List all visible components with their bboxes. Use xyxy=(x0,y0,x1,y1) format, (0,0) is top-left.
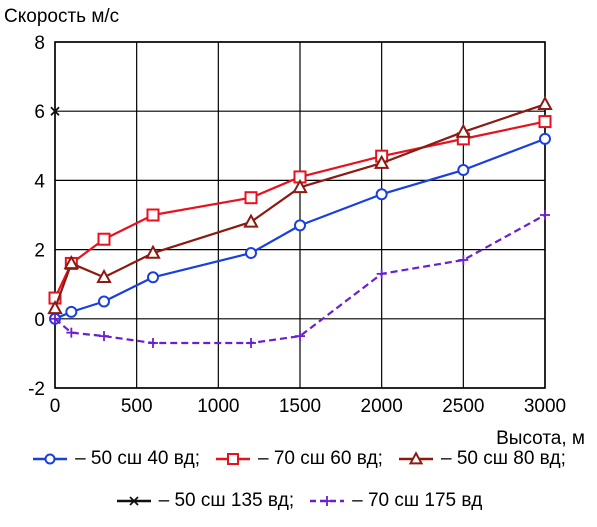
data-point xyxy=(128,496,139,506)
data-point xyxy=(538,115,552,129)
legend-label: – 70 сш 60 вд; xyxy=(258,448,383,469)
legend-swatch xyxy=(33,453,68,465)
x-tick-label: 2000 xyxy=(361,396,403,417)
legend-swatch xyxy=(216,453,251,465)
data-point xyxy=(99,331,109,342)
legend-swatch xyxy=(398,451,433,465)
data-point xyxy=(145,244,161,259)
data-point xyxy=(148,338,158,349)
legend-label: – 50 сш 40 вд; xyxy=(75,448,201,469)
data-point xyxy=(455,123,472,138)
legend-entry: – 70 сш 60 вд; xyxy=(214,448,383,470)
data-point xyxy=(227,453,240,465)
data-point xyxy=(376,268,387,279)
data-point xyxy=(146,208,160,222)
legend-label: – 50 сш 135 вд; xyxy=(158,490,295,511)
chart-title: Скорость м/с xyxy=(4,6,119,27)
data-point xyxy=(50,313,60,324)
data-point xyxy=(322,496,333,506)
y-tick-label: 2 xyxy=(34,241,45,262)
data-point xyxy=(66,327,77,338)
legend-label: – 50 сш 80 вд; xyxy=(440,448,566,469)
y-tick-label: 6 xyxy=(34,102,45,123)
x-tick-label: 500 xyxy=(121,396,153,417)
x-tick-label: 2500 xyxy=(442,396,484,417)
data-point xyxy=(98,295,110,308)
data-point xyxy=(539,132,551,145)
legend-swatch xyxy=(310,496,345,506)
data-point xyxy=(44,453,56,465)
data-point xyxy=(245,247,257,260)
legend-swatch xyxy=(116,496,151,506)
data-point xyxy=(97,232,111,246)
data-point xyxy=(96,268,112,284)
data-point xyxy=(47,300,63,315)
data-point xyxy=(243,213,259,228)
data-point xyxy=(246,338,256,349)
data-point xyxy=(373,154,390,169)
legend-entry: – 50 сш 135 вд; xyxy=(115,490,295,512)
series-5 xyxy=(50,210,550,349)
data-point xyxy=(63,255,80,270)
data-point xyxy=(457,164,470,177)
y-tick-label: 0 xyxy=(34,310,45,331)
x-tick-label: 1500 xyxy=(279,396,321,417)
data-point xyxy=(408,451,424,465)
y-tick-label: 4 xyxy=(34,171,45,192)
data-point xyxy=(65,305,78,318)
data-point xyxy=(537,95,553,111)
data-point xyxy=(50,106,60,116)
x-tick-label: 1000 xyxy=(197,396,239,417)
legend-entry: – 70 сш 175 вд xyxy=(308,490,482,512)
y-tick-label: 8 xyxy=(34,33,45,54)
data-point xyxy=(540,210,550,220)
legend-entry: – 50 сш 40 вд; xyxy=(31,448,200,470)
legend-label: – 70 сш 175 вд xyxy=(352,490,483,511)
series-4 xyxy=(50,106,60,116)
data-point xyxy=(295,331,305,342)
data-point xyxy=(244,191,258,205)
data-point xyxy=(147,271,159,284)
x-axis-label: Высота, м xyxy=(496,428,585,449)
data-point xyxy=(458,254,469,265)
series-1 xyxy=(49,132,551,325)
data-point xyxy=(294,219,306,232)
data-point xyxy=(375,188,388,201)
legend-entry: – 50 сш 80 вд; xyxy=(397,448,566,470)
x-tick-label: 0 xyxy=(50,396,61,417)
series-3 xyxy=(47,95,553,315)
data-point xyxy=(292,178,308,194)
x-tick-label: 3000 xyxy=(524,396,566,417)
y-tick-label: -2 xyxy=(28,379,45,400)
